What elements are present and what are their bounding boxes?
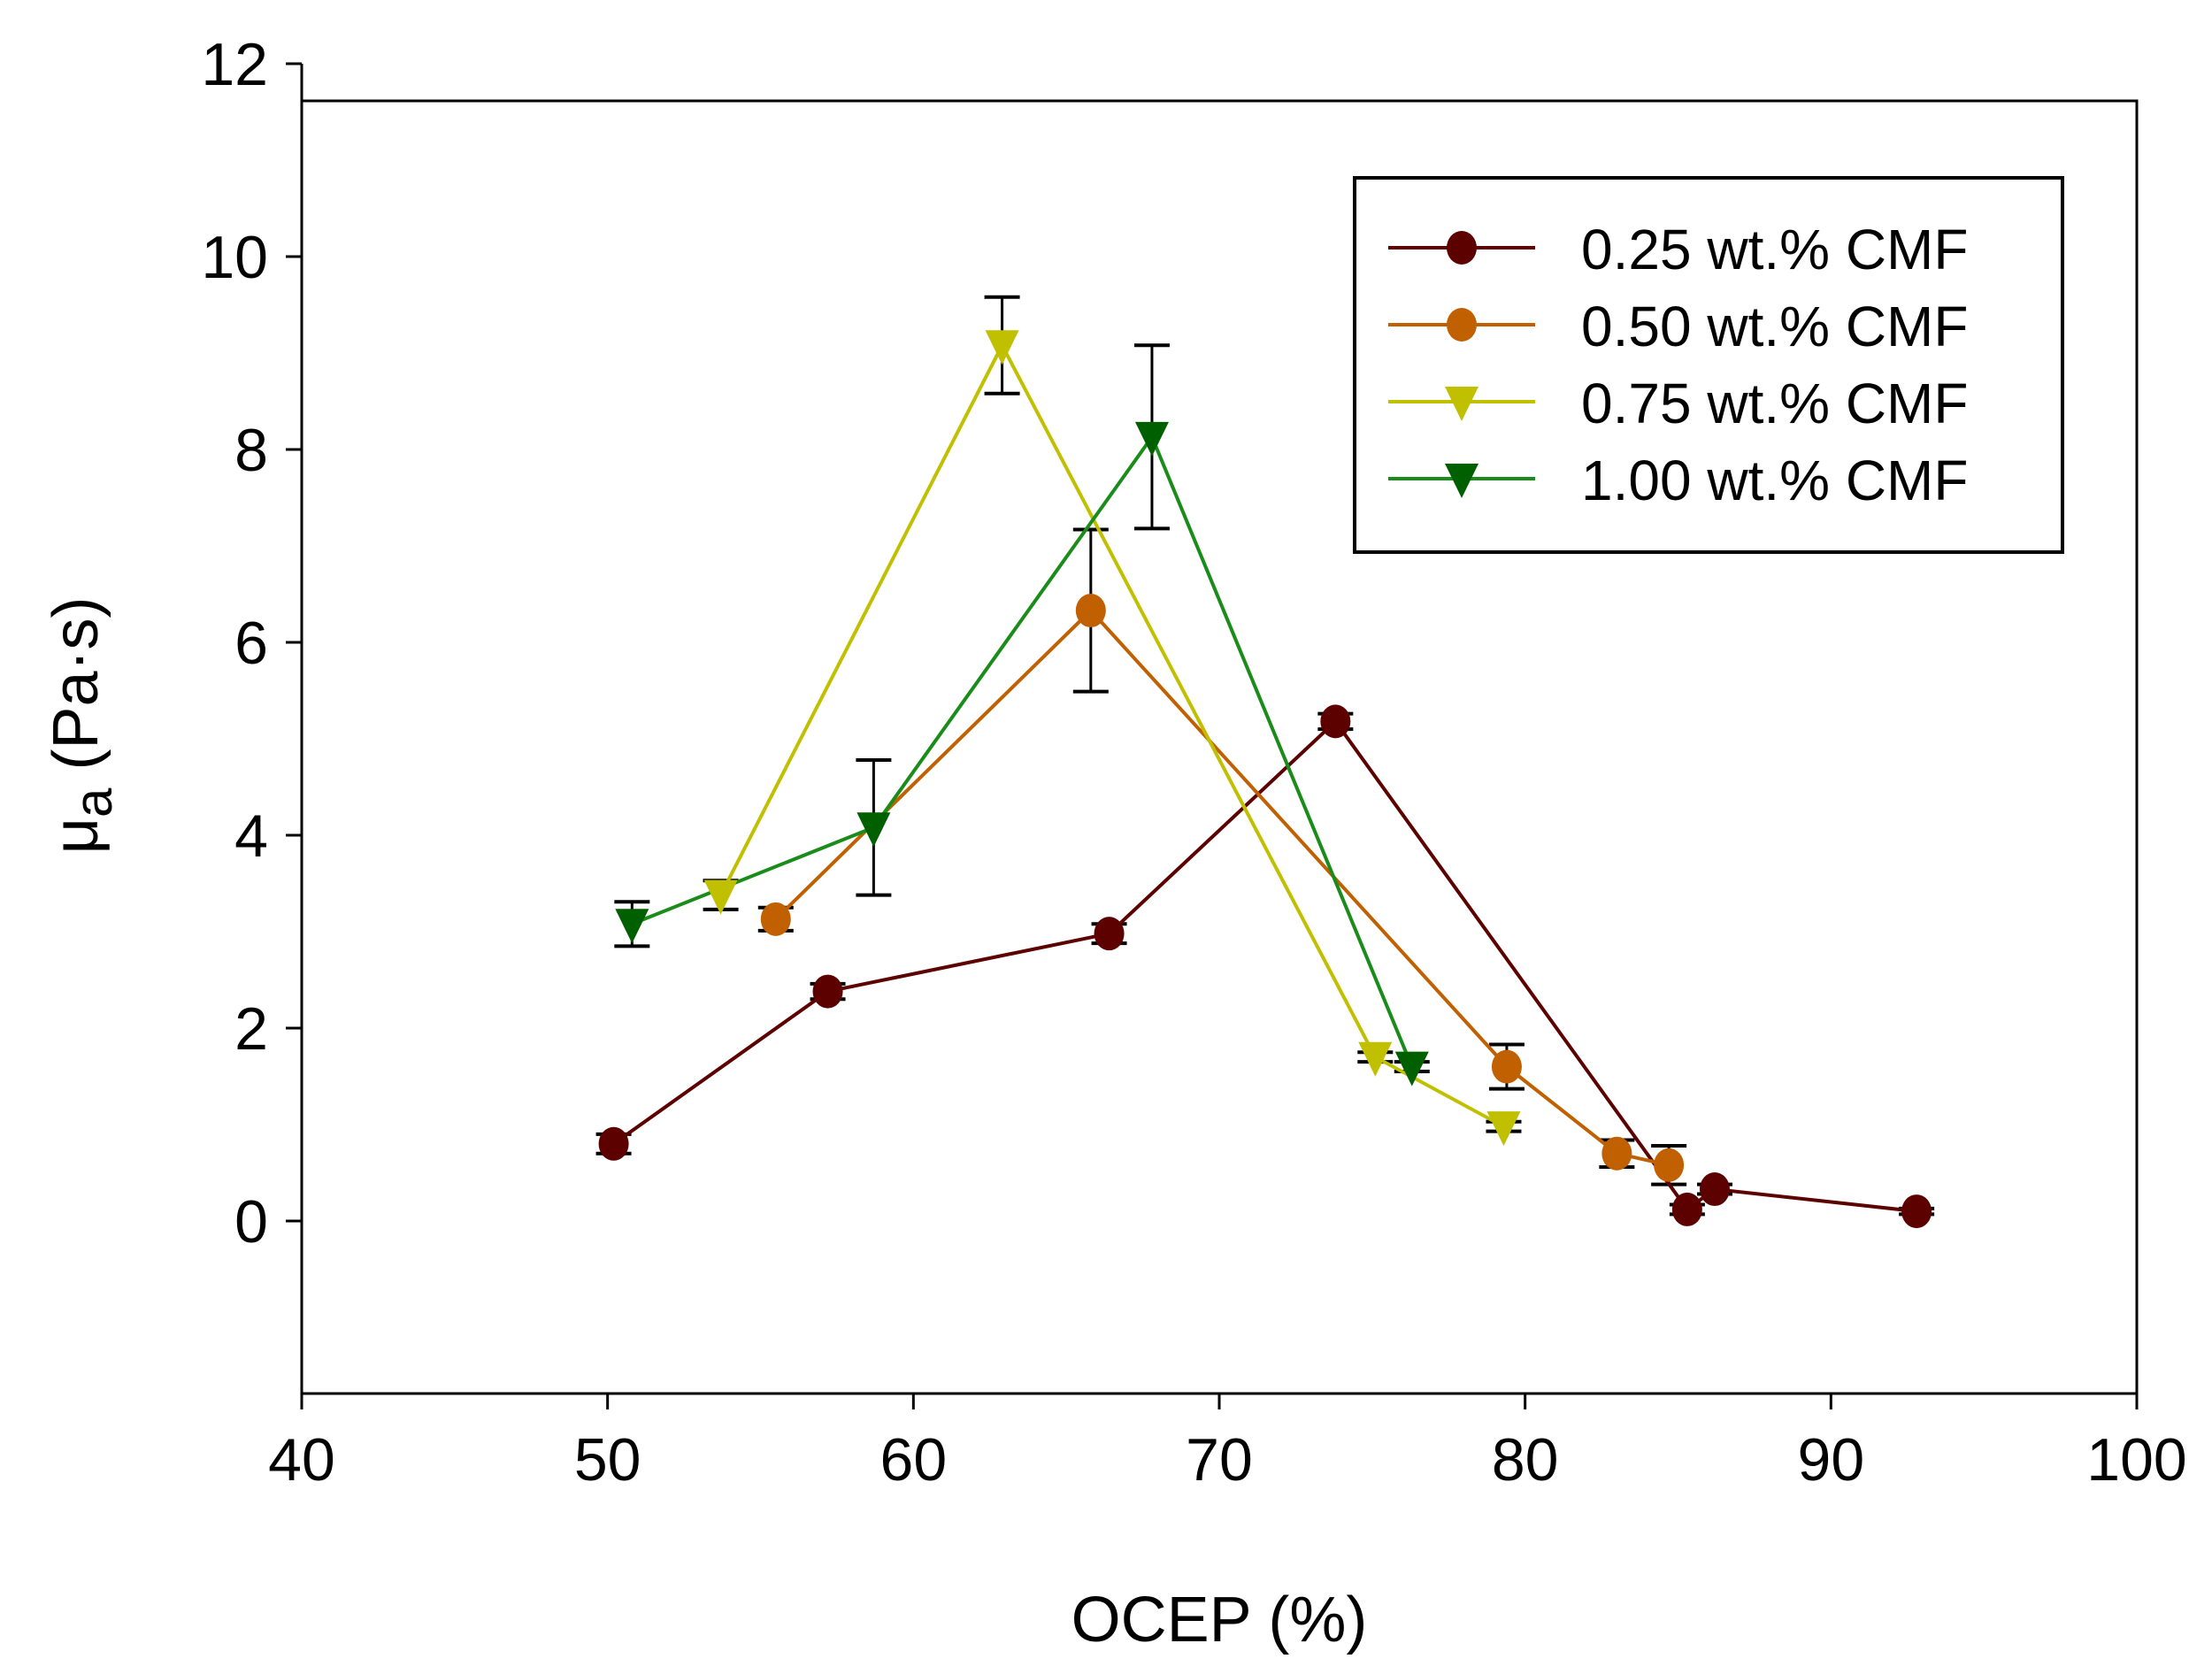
- legend-marker-0: [1447, 231, 1477, 265]
- legend: 0.25 wt.% CMF 0.50 wt.% CMF 0.75 wt.% CMF 1…: [1353, 176, 2064, 554]
- data-point: [1134, 421, 1169, 457]
- legend-label-1: 0.50 wt.% CMF: [1581, 295, 1968, 358]
- legend-label-0: 0.25 wt.% CMF: [1581, 218, 1968, 281]
- data-point: [1486, 1111, 1521, 1147]
- data-point: [598, 1126, 629, 1161]
- y-tick-label: 0: [234, 1188, 268, 1256]
- x-tick-label: 90: [1798, 1426, 1865, 1494]
- y-tick-label: 12: [201, 31, 268, 98]
- axes: 40 50 60 70 80 90 100 0 2 4 6 8 10 12: [201, 31, 2186, 1494]
- data-point: [1901, 1194, 1932, 1229]
- series-markers: [598, 330, 1932, 1229]
- y-label-symbol: μ: [41, 818, 111, 854]
- data-point: [1320, 704, 1351, 739]
- data-point: [1601, 1136, 1632, 1171]
- data-point: [1491, 1049, 1522, 1084]
- legend-label-3: 1.00 wt.% CMF: [1581, 449, 1968, 512]
- data-point: [1075, 594, 1106, 628]
- legend-label-2: 0.75 wt.% CMF: [1581, 372, 1968, 435]
- legend-marker-2: [1445, 387, 1479, 421]
- x-tick-label: 50: [574, 1426, 641, 1494]
- y-tick-label: 6: [234, 610, 268, 677]
- series-line-2: [718, 341, 1505, 1128]
- series-line-3: [631, 433, 1414, 1068]
- data-point: [615, 909, 649, 944]
- x-tick-label: 70: [1186, 1426, 1253, 1494]
- data-point: [1654, 1148, 1685, 1182]
- data-point: [760, 902, 791, 936]
- y-tick-label: 10: [201, 224, 268, 291]
- legend-marker-3: [1445, 464, 1479, 498]
- x-tick-label: 40: [268, 1426, 335, 1494]
- data-point: [1671, 1192, 1702, 1226]
- data-point: [1094, 917, 1125, 951]
- x-tick-label: 60: [880, 1426, 948, 1494]
- y-tick-label: 4: [234, 802, 268, 870]
- data-point: [856, 812, 891, 848]
- y-label-subscript: a: [64, 787, 123, 818]
- y-tick-label: 8: [234, 417, 268, 484]
- x-axis-label: OCEP (%): [1071, 1585, 1368, 1655]
- x-tick-label: 100: [2086, 1426, 2186, 1494]
- data-point: [812, 974, 843, 1009]
- y-tick-label: 2: [234, 995, 268, 1063]
- y-axis-label: μa (Pa·s): [41, 597, 123, 855]
- y-label-unit: (Pa·s): [41, 597, 111, 788]
- data-point: [1699, 1172, 1730, 1207]
- series-line-1: [774, 608, 1670, 1167]
- series-line-0: [612, 718, 1917, 1214]
- data-point: [1394, 1051, 1429, 1087]
- x-tick-label: 80: [1492, 1426, 1559, 1494]
- data-point: [985, 330, 1019, 365]
- data-point: [703, 879, 738, 915]
- data-point: [1358, 1041, 1393, 1077]
- legend-marker-1: [1447, 308, 1477, 342]
